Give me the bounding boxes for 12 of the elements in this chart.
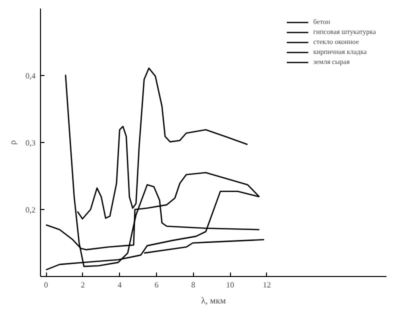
x-tick-label: 12 xyxy=(262,280,271,290)
x-tick-label: 4 xyxy=(118,280,122,290)
y-tick-label: 0,4 xyxy=(26,72,36,80)
x-tick-label: 8 xyxy=(191,280,196,290)
x-axis-title: λ, мкм xyxy=(201,296,226,306)
y-axis-title: ρ xyxy=(8,140,18,145)
x-tick-label: 6 xyxy=(154,280,158,290)
x-tick-label: 2 xyxy=(80,280,85,290)
y-tick-label: 0,2 xyxy=(26,206,36,214)
x-tick-label: 0 xyxy=(44,280,48,290)
y-tick-label: 0,3 xyxy=(26,138,36,148)
x-tick-label: 10 xyxy=(226,280,234,290)
